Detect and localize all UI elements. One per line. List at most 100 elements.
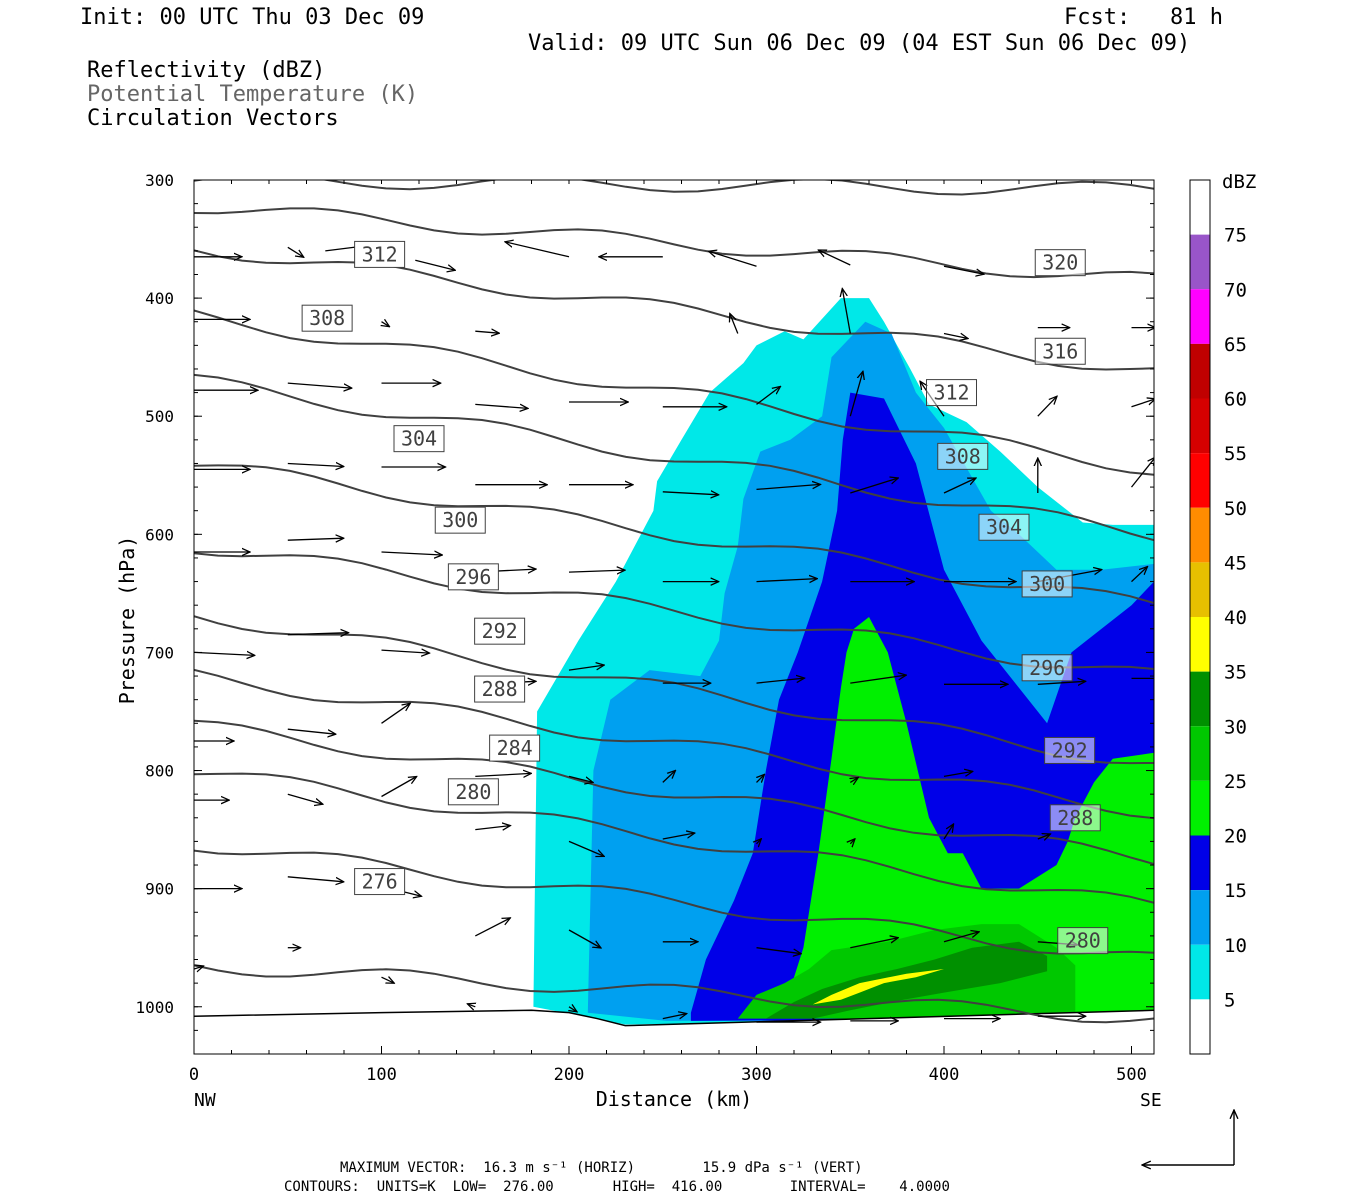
theta-contour-320k [194,207,1154,279]
contour-label-text: 292 [1052,738,1088,762]
colorbar-swatch [1190,398,1210,454]
circulation-vector [756,678,805,684]
forecast-hour: Fcst: 81 h [1064,5,1223,30]
theta-contour-280k [194,849,1154,955]
theta-contour-308k [194,373,1154,542]
contour-label-box [1057,927,1109,955]
theta-contour-316k [194,249,1154,371]
colorbar-level-label: 40 [1224,607,1247,629]
contour-label-312: 312 [926,379,977,407]
contour-label-312: 312 [354,240,406,268]
circulation-vector [568,840,604,856]
init-time: Init: 00 UTC Thu 03 Dec 09 [80,5,425,30]
circulation-vectors [194,242,1154,1022]
contour-label-box [1044,736,1096,764]
circulation-vector [1037,396,1057,417]
circulation-vector [709,251,757,267]
colorbar-level-label: 50 [1224,498,1247,520]
contour-label-box [1034,337,1086,365]
axes: 0 100 200 300 400 500 300 400 500 600 700 800 900 100… [135,171,1154,1085]
colorbar-level-label: 5 [1224,989,1235,1011]
circulation-vector [287,793,323,804]
colorbar-swatch [1190,999,1210,1054]
y-tick-label: 900 [145,880,174,899]
y-tick-label: 300 [145,171,174,190]
circulation-vector [943,265,984,274]
circulation-vector [194,966,204,969]
contour-label-box [447,563,499,591]
reference-vector-icon [1142,1110,1234,1165]
contour-label-box [474,675,526,703]
contour-label-280: 280 [1057,927,1109,955]
circulation-vector [467,1004,475,1007]
contour-label-296: 296 [1021,654,1073,682]
reflectivity-region-35dbz [812,969,944,1005]
contour-label-304: 304 [978,513,1030,541]
field-label-theta: Potential Temperature (K) [87,82,419,107]
circulation-vector [381,552,443,555]
theta-contour-324k [194,180,1154,196]
y-axis-title: Pressure (hPa) [115,536,139,705]
contour-label-308: 308 [301,304,353,332]
circulation-vector [850,938,898,949]
circulation-vector [850,839,855,844]
colorbar-level-label: 70 [1224,279,1247,301]
circulation-vector [662,770,676,783]
x-tick-label: 500 [1116,1065,1147,1085]
colorbar-swatch [1190,944,1210,1000]
contour-label-box [393,425,445,453]
contour-label-292: 292 [474,617,526,645]
contour-label-text: 304 [986,515,1022,539]
circulation-vector [475,773,531,776]
theta-contours [194,180,1154,1024]
x-end-label-nw: NW [194,1090,216,1111]
contour-label-296: 296 [447,563,499,591]
circulation-vector [381,703,411,724]
circulation-vector [1131,567,1148,583]
circulation-vector [943,478,976,494]
colorbar-unit-label: dBZ [1222,171,1256,193]
theta-contour-300k [194,552,1154,670]
colorbar-swatch [1190,562,1210,617]
circulation-vector [381,977,395,983]
theta-contour-284k [194,772,1154,904]
contour-label-box [474,617,526,645]
contour-label-320: 320 [1034,249,1086,277]
circulation-vector [850,478,898,494]
circulation-vector [943,334,968,339]
y-tick-label: 600 [145,525,174,544]
circulation-vector [756,484,821,491]
circulation-vector [287,876,344,882]
circulation-vector [757,839,762,844]
contour-label-280: 280 [447,778,499,806]
colorbar-swatch [1190,890,1210,945]
reflectivity-region-20dbz [756,617,1154,1017]
contour-label-text: 316 [1042,339,1078,363]
circulation-vector [194,652,255,655]
contour-label-text: 300 [1029,572,1065,596]
contour-label-text: 312 [933,381,969,405]
colorbar-level-label: 15 [1224,880,1247,902]
contour-label-284: 284 [489,734,541,762]
circulation-vector [287,538,344,540]
contour-label-text: 320 [1042,251,1078,275]
contour-label-box [978,513,1030,541]
theta-contour-292k [194,668,1154,820]
circulation-vector [662,492,719,495]
contour-label-text: 296 [1029,656,1065,680]
contour-label-text: 308 [309,306,345,330]
circulation-vector [842,289,851,334]
circulation-vector [662,1014,687,1019]
circulation-vector [1037,834,1051,839]
max-vector-line: MAXIMUM VECTOR: 16.3 m s⁻¹ (HORIZ) 15.9 … [340,1160,863,1176]
colorbar-level-label: 25 [1224,771,1247,793]
contour-label-text: 308 [945,444,981,468]
contour-label-text: 292 [482,619,518,643]
circulation-vector [568,665,604,671]
circulation-vector [849,371,863,417]
contour-label-text: 304 [401,427,437,451]
contour-label-300: 300 [1021,570,1073,598]
x-tick-label: 100 [366,1065,397,1085]
circulation-vector [1037,681,1086,684]
contour-label-text: 312 [362,242,398,266]
